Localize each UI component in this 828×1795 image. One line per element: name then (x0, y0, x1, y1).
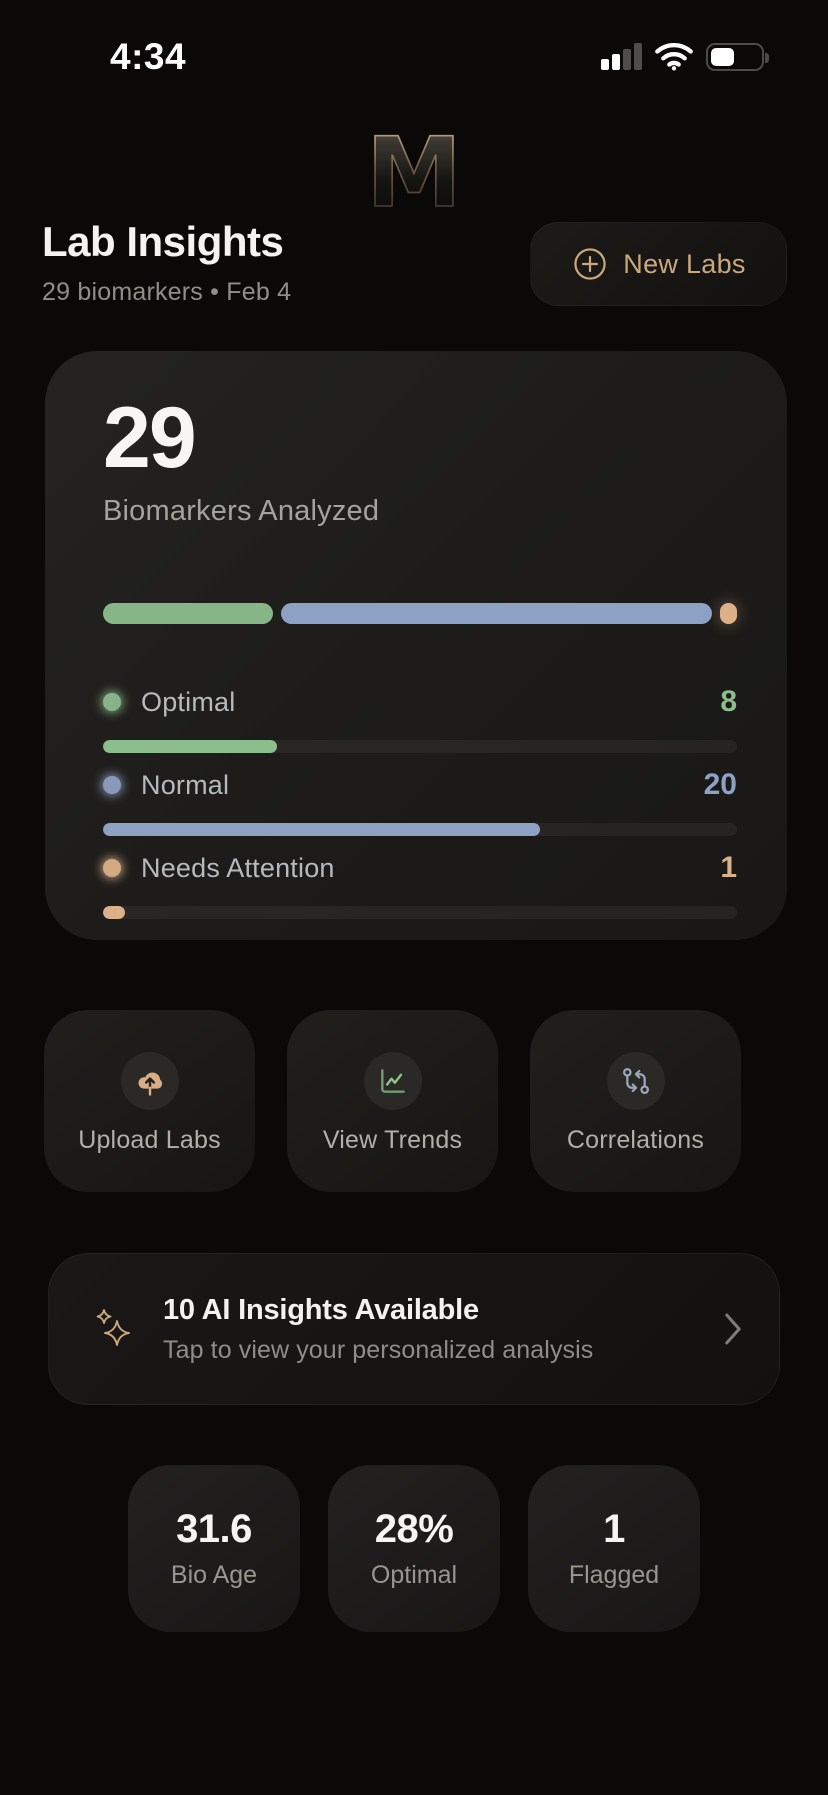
legend-row-optimal: Optimal 8 (103, 685, 737, 753)
distribution-segment-needs-attention (720, 603, 737, 624)
legend-row-needs-attention: Needs Attention 1 (103, 851, 737, 919)
stat-card-flagged: 1 Flagged (528, 1465, 700, 1632)
normal-progress-fill (103, 823, 541, 836)
cellular-signal-icon (601, 43, 642, 70)
action-label: Upload Labs (78, 1126, 221, 1154)
page-header: Lab Insights 29 biomarkers • Feb 4 (42, 218, 291, 307)
action-label: View Trends (322, 1126, 463, 1154)
stat-label: Flagged (568, 1561, 660, 1589)
git-compare-icon (620, 1065, 652, 1097)
biomarker-summary-card: 29 Biomarkers Analyzed Optimal 8 (45, 351, 787, 940)
ai-insights-banner[interactable]: 10 AI Insights Available Tap to view you… (48, 1253, 780, 1405)
battery-icon (706, 42, 769, 71)
app-logo: M (0, 118, 828, 227)
biomarker-count-label: Biomarkers Analyzed (103, 495, 380, 527)
stat-cards: 31.6 Bio Age 28% Optimal 1 Flagged (128, 1465, 700, 1632)
category-legend: Optimal 8 Normal 20 (103, 676, 737, 937)
needs-attention-progress-track (103, 906, 737, 919)
plus-circle-icon (571, 245, 609, 283)
view-trends-button[interactable]: View Trends (287, 1010, 498, 1192)
ai-banner-title: 10 AI Insights Available (163, 1293, 479, 1326)
status-bar: 4:34 (0, 34, 828, 80)
logo-letter: M (366, 118, 462, 222)
optimal-progress-fill (103, 740, 278, 753)
cloud-upload-icon (134, 1065, 166, 1097)
normal-progress-track (103, 823, 737, 836)
wifi-icon (654, 42, 694, 71)
legend-row-normal: Normal 20 (103, 768, 737, 836)
stat-value: 31.6 (176, 1507, 252, 1551)
new-labs-label: New Labs (623, 248, 746, 279)
line-chart-icon (377, 1065, 409, 1097)
page-subtitle: 29 biomarkers • Feb 4 (42, 278, 292, 306)
normal-dot-icon (103, 776, 121, 794)
distribution-bar (103, 603, 737, 624)
stat-card-bio-age: 31.6 Bio Age (128, 1465, 300, 1632)
action-label: Correlations (566, 1126, 705, 1154)
biomarker-count: 29 (103, 390, 197, 486)
upload-labs-button[interactable]: Upload Labs (44, 1010, 255, 1192)
optimal-dot-icon (103, 693, 121, 711)
quick-actions: Upload Labs View Trends (44, 1010, 741, 1192)
needs-attention-dot-icon (103, 859, 121, 877)
legend-label: Normal (141, 769, 230, 800)
correlations-button[interactable]: Correlations (530, 1010, 741, 1192)
stat-value: 28% (374, 1507, 454, 1551)
legend-value: 20 (703, 768, 737, 801)
legend-label: Optimal (141, 686, 236, 717)
stat-card-optimal: 28% Optimal (328, 1465, 500, 1632)
status-icons (601, 42, 769, 71)
legend-label: Needs Attention (141, 852, 335, 883)
stat-value: 1 (603, 1507, 625, 1551)
distribution-segment-normal (280, 603, 712, 624)
distribution-segment-optimal (103, 603, 273, 624)
page-title: Lab Insights (42, 218, 284, 265)
new-labs-button[interactable]: New Labs (530, 222, 787, 306)
clock: 4:34 (110, 36, 187, 77)
legend-value: 8 (720, 685, 737, 718)
ai-banner-subtitle: Tap to view your personalized analysis (163, 1335, 594, 1364)
needs-attention-progress-fill (103, 906, 125, 919)
chevron-right-icon (723, 1312, 743, 1346)
sparkles-icon (89, 1303, 141, 1355)
stat-label: Optimal (370, 1561, 458, 1589)
legend-value: 1 (720, 851, 737, 884)
stat-label: Bio Age (170, 1561, 258, 1589)
optimal-progress-track (103, 740, 737, 753)
